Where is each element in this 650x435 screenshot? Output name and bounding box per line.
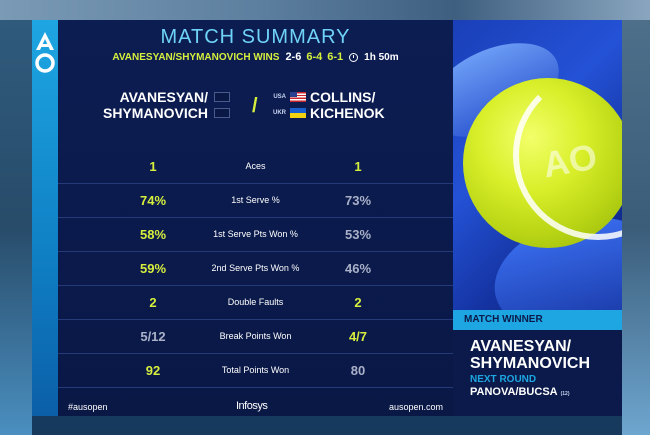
team-left-row-1: AVANESYAN/ [90, 89, 230, 105]
footer-bar: #ausopen Infosys ausopen.com [58, 398, 453, 416]
next-opponent-seed: (12) [560, 391, 570, 397]
background-arena-left [0, 20, 32, 435]
stat-left-value: 74% [139, 193, 167, 208]
stat-label: Total Points Won [221, 365, 290, 375]
team-right-name-2: KICHENOK [310, 105, 385, 121]
country-code-2: UKR [273, 110, 286, 116]
stat-left-value: 92 [145, 363, 161, 378]
team-left-name-2: SHYMANOVICH [102, 105, 208, 121]
stat-left-value: 5/12 [140, 329, 166, 344]
stat-label: 1st Serve Pts Won % [213, 229, 298, 239]
brand-stripe [32, 20, 58, 416]
team-separator: / [252, 95, 258, 117]
stat-right-value: 73% [344, 193, 372, 208]
stat-right-value: 1 [354, 159, 362, 174]
usa-flag-icon [290, 92, 306, 102]
winner-name-1: AVANESYAN/ [470, 338, 572, 355]
stat-left-value: 58% [139, 227, 167, 242]
team-left: AVANESYAN/ SHYMANOVICH [90, 89, 230, 121]
stat-row-first-serve-won: 58% 1st Serve Pts Won % 53% [58, 218, 453, 252]
winner-name-2: SHYMANOVICH [470, 355, 591, 372]
next-opponent: PANOVA/BUCSA (12) [470, 386, 622, 398]
clock-icon [349, 52, 359, 62]
stat-right-value: 80 [350, 363, 366, 378]
ukraine-flag-icon [290, 108, 306, 118]
stat-right-value: 53% [344, 227, 372, 242]
set-score-3: 6-1 [327, 51, 344, 63]
stat-label: 1st Serve % [231, 195, 280, 205]
result-line: AVANESYAN/SHYMANOVICH WINS 2-6 6-4 6-1 1… [58, 51, 453, 63]
website-text: ausopen.com [388, 402, 443, 412]
ao-logo-icon [35, 32, 55, 73]
set-scores: 2-6 6-4 6-1 [285, 51, 343, 63]
stat-row-aces: 1 Aces 1 [58, 150, 453, 184]
stat-right-value: 46% [344, 261, 372, 276]
background-arena-right [622, 20, 650, 435]
stat-left-value: 2 [149, 295, 157, 310]
set-score-2: 6-4 [306, 51, 323, 63]
hashtag: #ausopen [68, 402, 108, 412]
ao-logo [34, 30, 56, 74]
match-winner-label: MATCH WINNER [453, 310, 622, 330]
team-left-row-2: SHYMANOVICH [90, 105, 230, 121]
sponsor-logo: Infosys [236, 400, 268, 412]
match-winner-panel: AVANESYAN/ SHYMANOVICH NEXT ROUND PANOVA… [453, 330, 622, 416]
flag-neutral-icon [214, 92, 230, 102]
stat-left-value: 59% [139, 261, 167, 276]
team-right: USA COLLINS/ UKR KICHENOK [272, 89, 442, 121]
stat-row-first-serve: 74% 1st Serve % 73% [58, 184, 453, 218]
team-right-row-1: USA COLLINS/ [272, 89, 442, 105]
next-opponent-name: PANOVA/BUCSA [470, 386, 558, 398]
team-right-row-2: UKR KICHENOK [272, 105, 442, 121]
stat-label: Break Points Won [219, 331, 292, 341]
flag-neutral-icon [214, 108, 230, 118]
set-score-1: 2-6 [285, 51, 302, 63]
stat-right-value: 2 [354, 295, 362, 310]
stat-row-total-points: 92 Total Points Won 80 [58, 354, 453, 388]
stat-row-break-points: 5/12 Break Points Won 4/7 [58, 320, 453, 354]
stat-row-second-serve-won: 59% 2nd Serve Pts Won % 46% [58, 252, 453, 286]
summary-main-area [58, 20, 453, 416]
stat-label: Double Faults [227, 297, 284, 307]
stat-label: 2nd Serve Pts Won % [211, 263, 300, 273]
match-duration: 1h 50m [364, 51, 399, 63]
stat-right-value: 4/7 [348, 329, 368, 344]
tennis-ball-graphic: AO [453, 20, 622, 310]
team-right-name-1: COLLINS/ [310, 89, 376, 105]
page-title: MATCH SUMMARY [160, 26, 351, 48]
background-arena-top [0, 0, 650, 20]
winner-text: AVANESYAN/SHYMANOVICH WINS [112, 51, 280, 63]
country-code-1: USA [273, 94, 286, 100]
stat-row-double-faults: 2 Double Faults 2 [58, 286, 453, 320]
stat-label: Aces [245, 161, 266, 171]
team-left-name-1: AVANESYAN/ [119, 89, 208, 105]
stat-left-value: 1 [149, 159, 157, 174]
next-round-label: NEXT ROUND [470, 374, 537, 385]
